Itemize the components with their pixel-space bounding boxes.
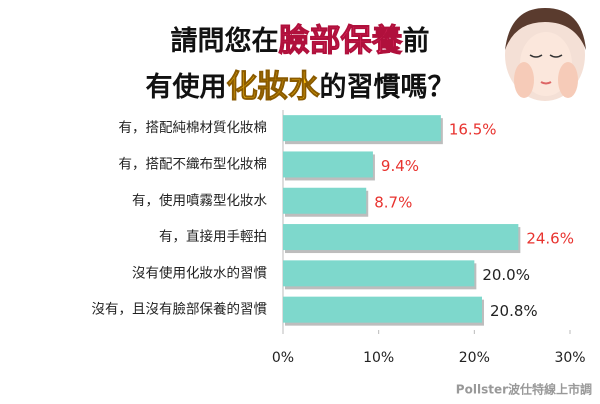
category-label: 有，使用噴霧型化妝水 bbox=[132, 192, 267, 209]
x-tick-label: 20% bbox=[459, 350, 490, 366]
title-part: 臉部保養 bbox=[279, 23, 404, 59]
title-line: 有使用化妝水的習慣嗎？ bbox=[146, 69, 455, 105]
title-part: 前 bbox=[403, 25, 430, 57]
bar bbox=[283, 151, 373, 178]
face-icon bbox=[505, 8, 586, 101]
value-label: 9.4% bbox=[381, 157, 419, 175]
bar bbox=[283, 224, 519, 251]
title-part: 有使用 bbox=[146, 72, 227, 103]
source: Pollster波仕特線上市調 bbox=[456, 382, 592, 397]
title-part: 的習慣嗎？ bbox=[320, 71, 455, 103]
category-label: 有，搭配純棉材質化妝棉 bbox=[119, 120, 268, 136]
title-part: 請問您在 bbox=[171, 25, 279, 57]
value-label: 16.5% bbox=[449, 121, 497, 139]
bar bbox=[283, 296, 482, 323]
value-label: 24.6% bbox=[526, 230, 574, 248]
bar bbox=[283, 187, 367, 214]
category-label: 沒有，且沒有臉部保養的習慣 bbox=[92, 301, 268, 318]
category-label: 沒有使用化妝水的習慣 bbox=[132, 264, 267, 281]
category-label: 有，搭配不織布型化妝棉 bbox=[119, 156, 268, 172]
value-label: 20.0% bbox=[482, 266, 530, 284]
value-label: 20.8% bbox=[490, 302, 538, 320]
value-label: 8.7% bbox=[374, 193, 412, 211]
x-tick-label: 0% bbox=[272, 350, 294, 366]
x-tick-label: 10% bbox=[363, 350, 394, 366]
title-line: 請問您在臉部保養前 bbox=[171, 23, 430, 59]
x-tick-label: 30% bbox=[554, 350, 585, 366]
category-label: 有，直接用手輕拍 bbox=[159, 228, 267, 245]
plot: 0% 10% 20% 30% 有，搭配純棉材質化妝棉 16.5% 有，搭配不織布型化妝棉 9.… bbox=[92, 110, 586, 366]
title-part: 化妝水 bbox=[227, 69, 321, 105]
bar bbox=[283, 260, 475, 287]
bar bbox=[283, 115, 441, 142]
